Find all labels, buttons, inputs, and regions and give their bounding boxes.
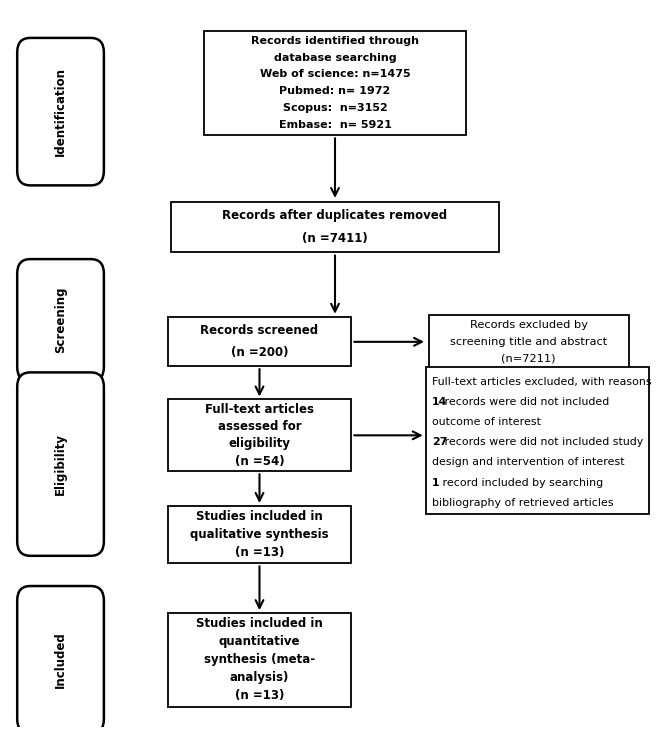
FancyBboxPatch shape	[204, 31, 466, 135]
FancyBboxPatch shape	[425, 367, 649, 515]
FancyBboxPatch shape	[168, 399, 351, 471]
Text: record included by searching: record included by searching	[439, 478, 603, 487]
Text: outcome of interest: outcome of interest	[432, 417, 541, 427]
FancyBboxPatch shape	[171, 202, 499, 252]
FancyBboxPatch shape	[17, 259, 104, 382]
Text: Studies included in: Studies included in	[196, 510, 323, 523]
FancyBboxPatch shape	[429, 315, 629, 368]
Text: assessed for: assessed for	[218, 421, 302, 433]
Text: Full-text articles: Full-text articles	[205, 403, 314, 416]
Text: (n =7411): (n =7411)	[302, 232, 368, 244]
Text: Records screened: Records screened	[200, 324, 318, 337]
Text: synthesis (meta-: synthesis (meta-	[204, 653, 315, 666]
Text: (n =200): (n =200)	[230, 346, 288, 360]
Text: Studies included in: Studies included in	[196, 617, 323, 631]
Text: (n =54): (n =54)	[234, 454, 284, 468]
Text: Records excluded by: Records excluded by	[470, 320, 588, 330]
Text: analysis): analysis)	[230, 672, 289, 684]
FancyBboxPatch shape	[168, 506, 351, 564]
Text: records were did not included study: records were did not included study	[441, 437, 643, 447]
FancyBboxPatch shape	[17, 586, 104, 733]
Text: Eligibility: Eligibility	[54, 433, 67, 495]
FancyBboxPatch shape	[17, 372, 104, 556]
Text: eligibility: eligibility	[228, 437, 291, 451]
Text: 14: 14	[432, 397, 448, 407]
Text: Web of science: n=1475: Web of science: n=1475	[260, 70, 410, 79]
Text: 27: 27	[432, 437, 448, 447]
Text: Embase:  n= 5921: Embase: n= 5921	[279, 120, 391, 130]
Text: (n =13): (n =13)	[234, 546, 284, 559]
Text: (n =13): (n =13)	[234, 689, 284, 702]
Text: Screening: Screening	[54, 287, 67, 354]
FancyBboxPatch shape	[168, 317, 351, 366]
Text: 1: 1	[432, 478, 440, 487]
Text: design and intervention of interest: design and intervention of interest	[432, 457, 625, 468]
Text: Included: Included	[54, 631, 67, 688]
Text: quantitative: quantitative	[218, 636, 300, 648]
Text: bibliography of retrieved articles: bibliography of retrieved articles	[432, 498, 614, 508]
Text: (n=7211): (n=7211)	[501, 354, 556, 363]
Text: qualitative synthesis: qualitative synthesis	[190, 528, 329, 541]
FancyBboxPatch shape	[168, 613, 351, 707]
Text: records were did not included: records were did not included	[441, 397, 609, 407]
Text: Pubmed: n= 1972: Pubmed: n= 1972	[279, 87, 391, 96]
Text: screening title and abstract: screening title and abstract	[450, 337, 607, 347]
FancyBboxPatch shape	[17, 38, 104, 186]
Text: Full-text articles excluded, with reasons: Full-text articles excluded, with reason…	[432, 377, 652, 387]
Text: Identification: Identification	[54, 67, 67, 156]
Text: Scopus:  n=3152: Scopus: n=3152	[283, 103, 387, 113]
Text: Records after duplicates removed: Records after duplicates removed	[222, 208, 448, 222]
Text: database searching: database searching	[273, 53, 397, 62]
Text: Records identified through: Records identified through	[251, 36, 419, 46]
